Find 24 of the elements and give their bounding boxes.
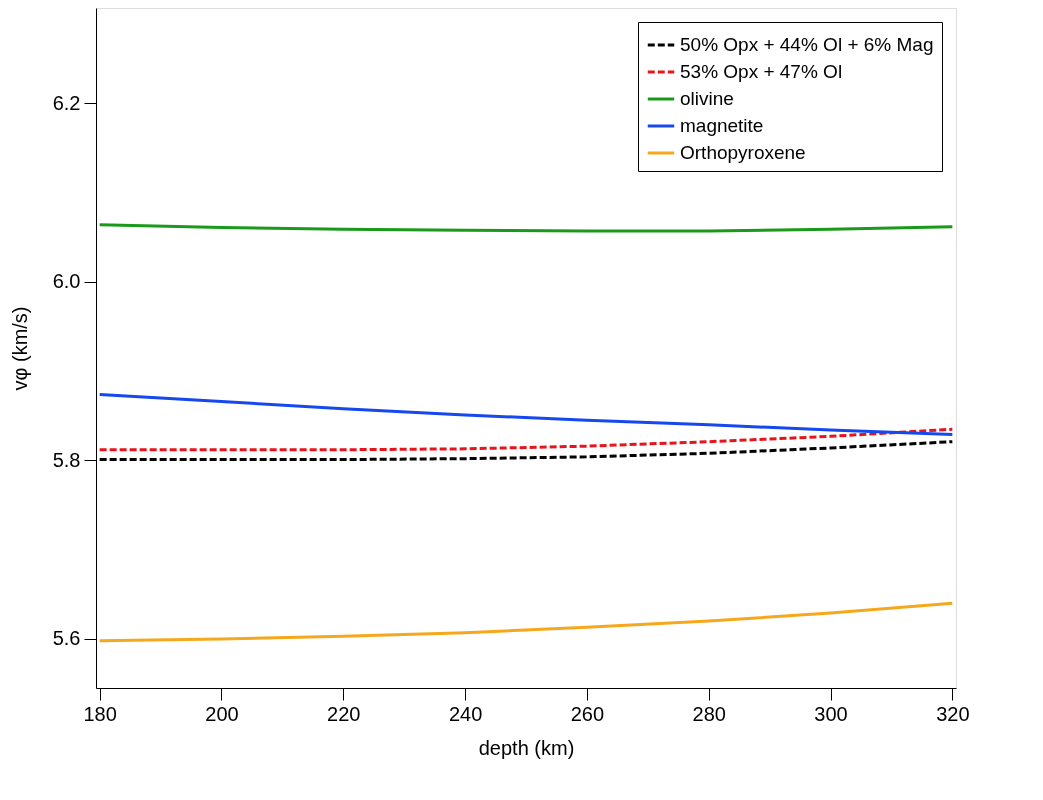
y-axis-title: vφ (km/s) xyxy=(8,306,31,391)
legend-label: magnetite xyxy=(680,115,764,136)
y-tick-label: 5.8 xyxy=(52,448,81,471)
x-tick-label: 320 xyxy=(936,702,970,725)
y-tick-label: 6.2 xyxy=(52,91,81,114)
line-series xyxy=(98,392,954,437)
x-tick-label: 180 xyxy=(83,702,117,725)
y-tick-label: 5.6 xyxy=(52,627,81,650)
line-series xyxy=(98,440,954,462)
x-tick-label: 280 xyxy=(692,702,726,725)
x-axis-title: depth (km) xyxy=(478,736,575,759)
x-tick-label: 300 xyxy=(814,702,848,725)
legend-label: Orthopyroxene xyxy=(680,142,806,163)
line-series xyxy=(98,223,954,233)
x-tick-label: 240 xyxy=(448,702,483,725)
x-tick-label: 220 xyxy=(327,702,361,725)
y-tick-label: 6.0 xyxy=(52,270,81,293)
line-series xyxy=(98,427,954,452)
legend-label: olivine xyxy=(680,88,734,109)
legend-label: 50% Opx + 44% Ol + 6% Mag xyxy=(680,34,934,55)
x-tick-label: 200 xyxy=(205,702,239,725)
line-series xyxy=(98,601,954,643)
legend-label: 53% Opx + 47% Ol xyxy=(680,61,843,82)
x-tick-label: 260 xyxy=(570,702,605,725)
